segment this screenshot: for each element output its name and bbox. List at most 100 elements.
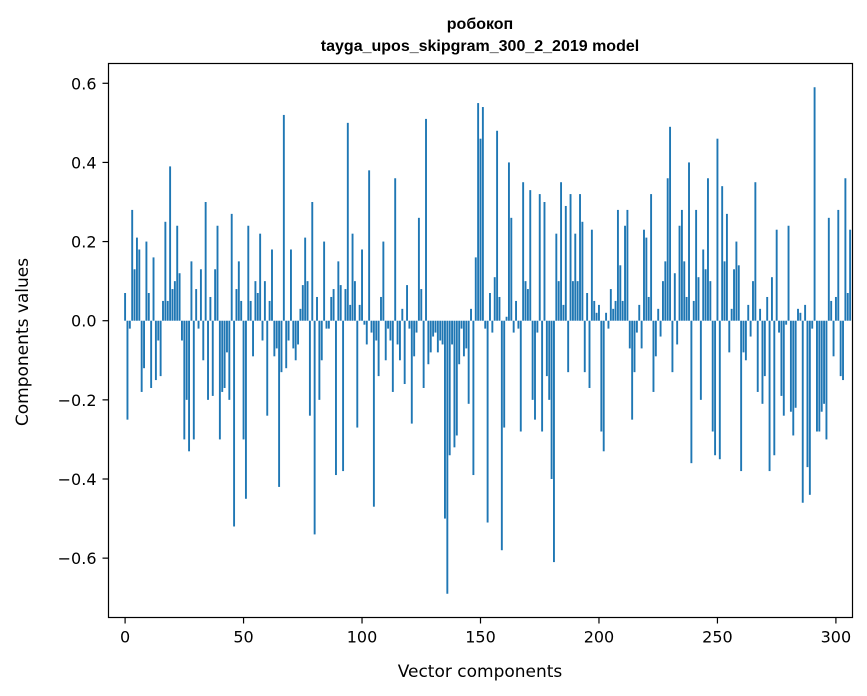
bar	[254, 281, 257, 321]
bar	[500, 320, 503, 551]
bar	[657, 308, 660, 321]
bar	[308, 320, 311, 416]
bar	[820, 320, 823, 412]
bar	[349, 304, 352, 321]
bar	[394, 178, 397, 321]
chart-subtitle: tayga_upos_skipgram_300_2_2019 model	[321, 38, 639, 55]
bar	[425, 118, 427, 321]
bar	[505, 316, 508, 321]
bar	[192, 320, 195, 440]
bar	[135, 237, 138, 321]
bar	[595, 312, 598, 321]
bar	[801, 320, 804, 503]
bar	[413, 320, 416, 357]
bar	[789, 320, 792, 412]
x-tick-label: 300	[821, 628, 852, 647]
bar	[662, 281, 664, 321]
bar	[256, 293, 259, 321]
bar	[434, 320, 437, 333]
bar	[491, 320, 494, 333]
bar	[756, 320, 759, 392]
bar	[621, 300, 624, 321]
bar	[233, 320, 236, 527]
bar	[228, 320, 231, 400]
bar	[749, 320, 752, 337]
bar	[453, 320, 456, 448]
bar	[543, 202, 546, 321]
bar	[664, 261, 667, 321]
bar	[832, 320, 835, 357]
bar	[209, 296, 212, 321]
x-axis-ticks: 0 50 100 150 200 250 300	[120, 617, 852, 647]
bar	[169, 166, 172, 321]
x-axis-label: Vector components	[398, 662, 563, 682]
bar	[628, 320, 631, 349]
bar	[195, 289, 198, 321]
bar	[282, 114, 285, 321]
bar	[517, 320, 520, 329]
bar	[799, 312, 802, 321]
bar	[678, 225, 681, 321]
bar	[124, 293, 127, 321]
bar	[370, 320, 373, 333]
bar	[806, 320, 809, 468]
bar	[332, 289, 335, 321]
bar	[579, 194, 581, 321]
bar	[735, 241, 738, 321]
bar	[699, 320, 702, 400]
bar	[353, 281, 356, 321]
bar	[605, 312, 608, 321]
bar	[614, 300, 617, 321]
bar	[252, 320, 254, 357]
bar	[458, 320, 461, 365]
bar	[287, 320, 290, 341]
x-tick-label: 0	[120, 628, 130, 647]
bar	[403, 320, 406, 385]
bar	[849, 229, 852, 321]
x-tick-label: 200	[584, 628, 615, 647]
bar	[398, 320, 401, 361]
bar	[752, 281, 754, 321]
bar	[297, 320, 300, 345]
bar	[432, 320, 435, 337]
bar	[702, 249, 705, 321]
bar	[448, 320, 451, 456]
bar	[207, 320, 209, 400]
bar	[249, 300, 252, 321]
bar	[496, 130, 499, 321]
bar	[150, 320, 153, 388]
bar	[770, 277, 773, 321]
bar	[728, 320, 731, 353]
bar	[356, 320, 359, 428]
bar	[455, 320, 458, 436]
bar	[237, 261, 240, 321]
bar	[183, 320, 186, 440]
bar	[619, 265, 622, 321]
bar	[583, 320, 586, 373]
bar	[690, 320, 693, 464]
bar	[436, 320, 439, 353]
bar	[550, 320, 553, 479]
bar	[166, 300, 169, 321]
bar	[216, 225, 219, 321]
bar	[704, 269, 707, 321]
bar	[325, 320, 328, 329]
bar	[481, 107, 484, 321]
bar	[242, 320, 245, 440]
bar	[486, 320, 489, 523]
bar	[742, 320, 745, 353]
bar	[567, 320, 570, 373]
bar	[718, 320, 721, 460]
bar	[780, 320, 783, 396]
bar	[571, 281, 574, 321]
bar	[368, 170, 371, 321]
bar	[330, 296, 333, 321]
bar	[652, 320, 655, 392]
bar	[659, 320, 662, 337]
y-axis-label: Components values	[13, 258, 33, 426]
bar	[816, 320, 818, 432]
y-tick-label: 0.2	[71, 233, 96, 252]
bar	[778, 320, 780, 333]
y-tick-label: 0.6	[71, 74, 96, 93]
bar	[401, 308, 404, 321]
